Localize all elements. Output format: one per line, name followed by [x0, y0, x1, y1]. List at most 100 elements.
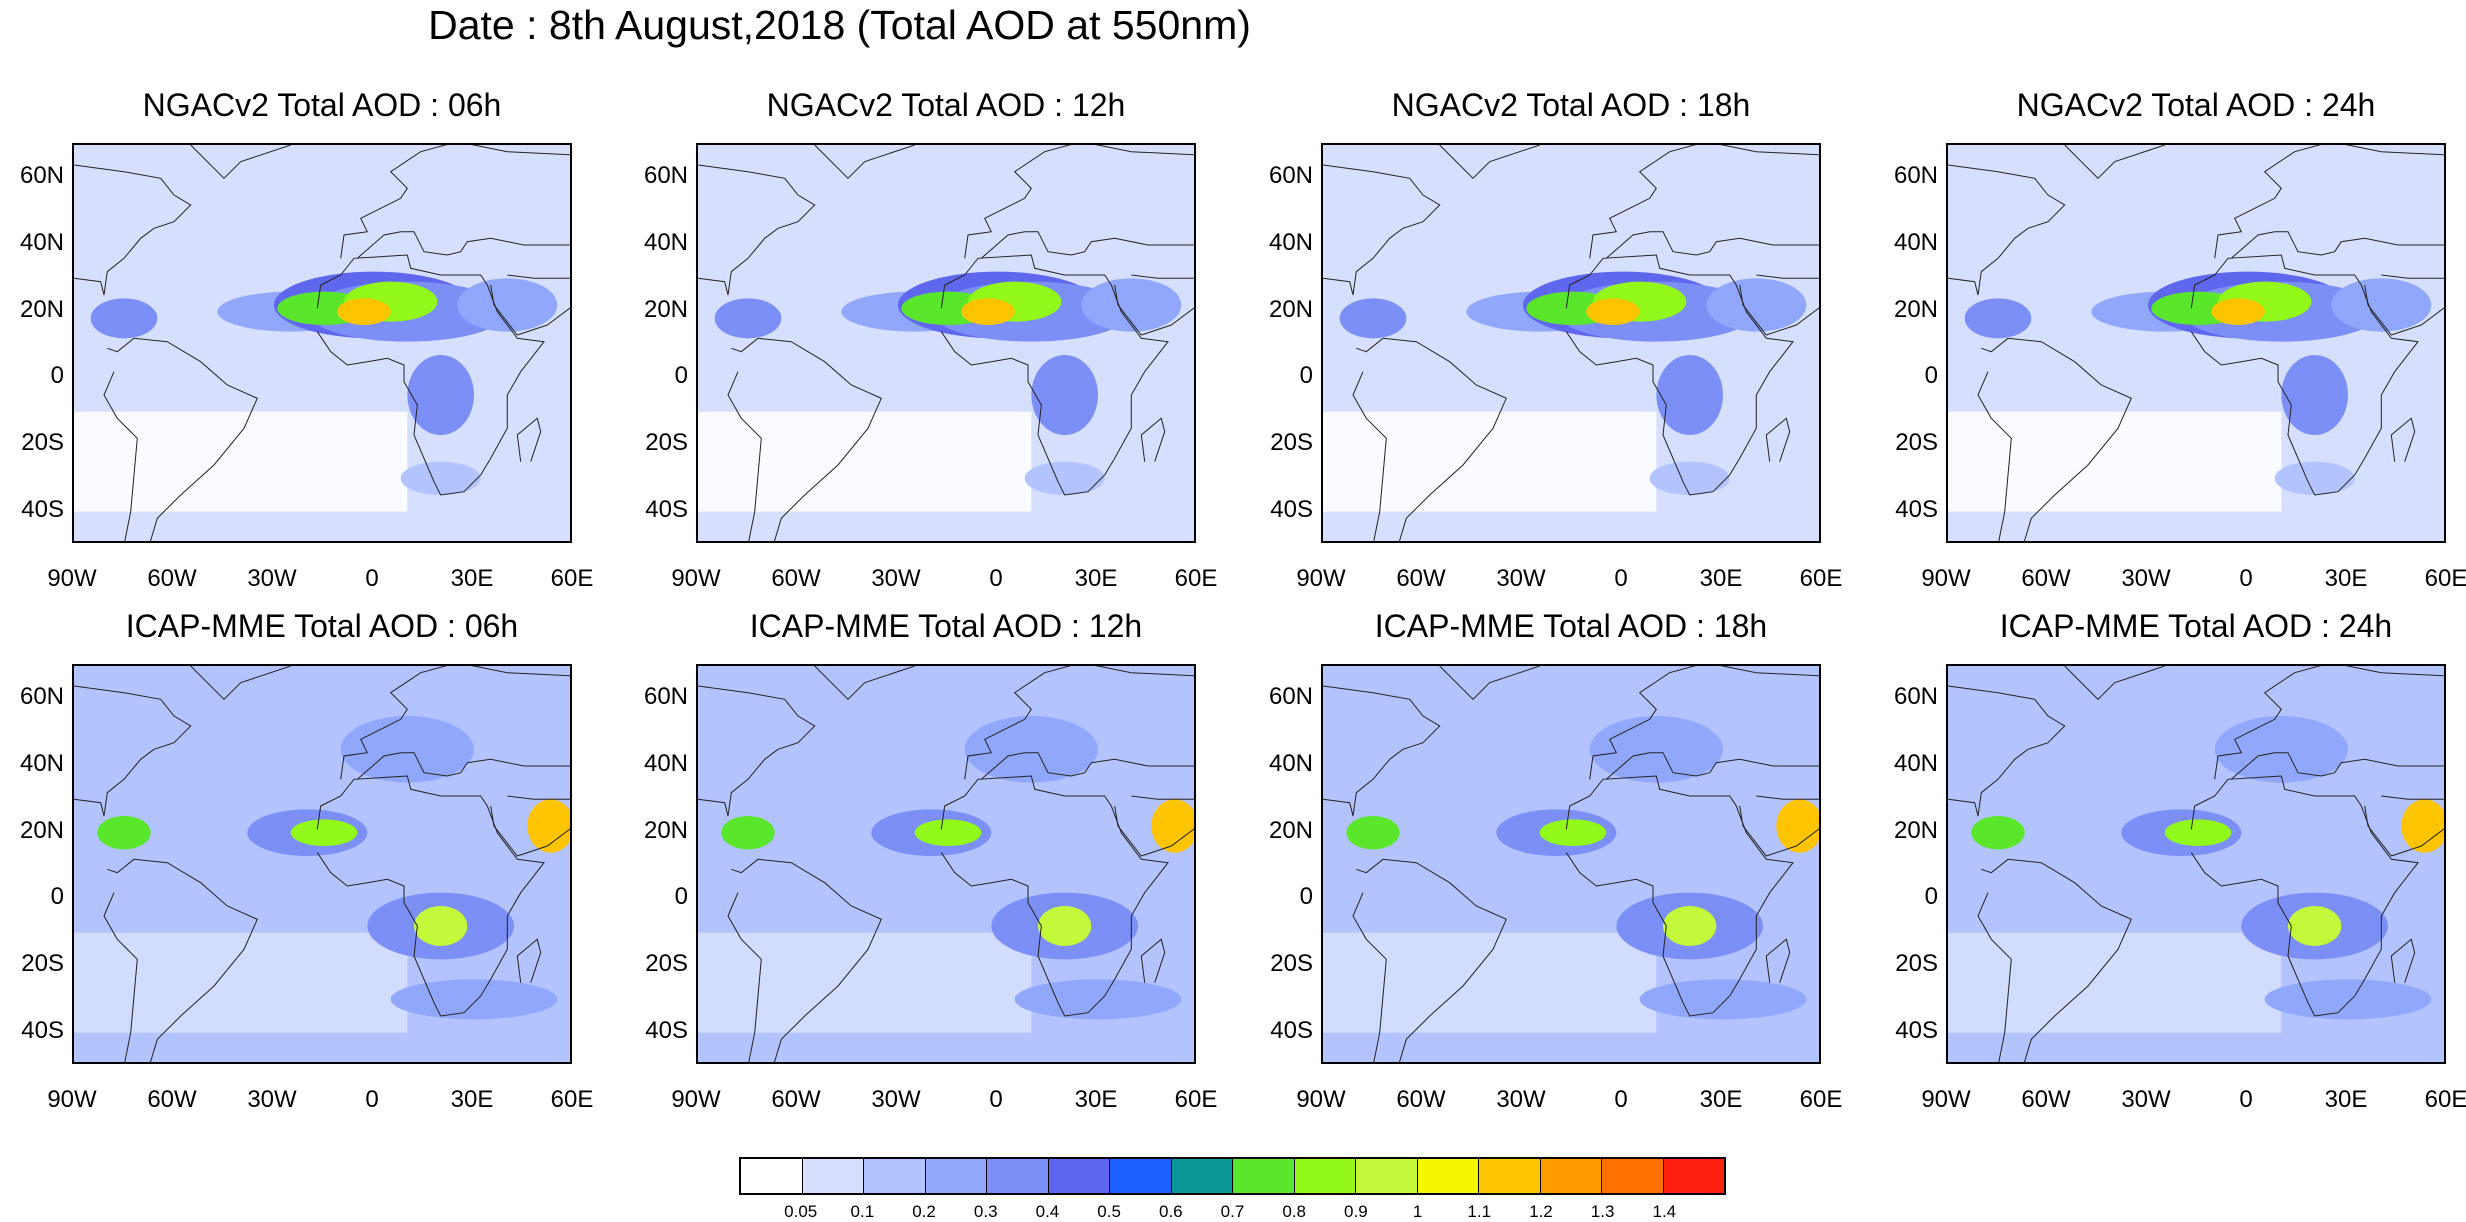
- aod-low-region: [74, 932, 408, 1033]
- coastline: [2214, 666, 2444, 780]
- colorbar-box: [1479, 1159, 1541, 1193]
- longitude-label: 90W: [1296, 565, 1346, 592]
- aod-map: [72, 664, 572, 1064]
- latitude-label: 60N: [1268, 683, 1313, 711]
- aod-low-region: [1323, 411, 1657, 512]
- coastline: [1948, 685, 2066, 817]
- aod-plume: [714, 298, 782, 339]
- longitude-label: 90W: [1921, 565, 1971, 592]
- longitude-label: 60E: [1174, 565, 1218, 592]
- latitude-label: 60N: [643, 162, 688, 190]
- longitude-label: 60E: [550, 565, 594, 592]
- latitude-label: 20N: [1893, 816, 1938, 844]
- longitude-label: 30W: [2121, 565, 2171, 592]
- coastline: [74, 685, 192, 817]
- aod-plume: [1031, 355, 1098, 435]
- longitude-label: 0: [1614, 565, 1628, 592]
- aod-map: [1321, 664, 1821, 1064]
- coastline: [2390, 938, 2416, 983]
- longitude-label: 60E: [1799, 565, 1843, 592]
- aod-plume: [2281, 355, 2348, 435]
- longitude-label: 60E: [2424, 1086, 2466, 1113]
- longitude-label: 30E: [2324, 1086, 2368, 1113]
- longitude-label: 30E: [2324, 565, 2368, 592]
- longitude-label: 60W: [2021, 1086, 2071, 1113]
- aod-plume: [414, 906, 468, 946]
- coastline: [698, 164, 816, 296]
- panel-title: NGACv2 Total AOD : 24h: [2016, 87, 2376, 123]
- colorbar-tick-label: 0.5: [1097, 1202, 1121, 1221]
- longitude-label: 60E: [2424, 565, 2466, 592]
- coastline: [2064, 666, 2165, 701]
- latitude-label: 40S: [1895, 1016, 1938, 1044]
- coastline: [1140, 417, 1166, 462]
- latitude-label: 40N: [1893, 750, 1938, 777]
- longitude-label: 90W: [671, 1086, 721, 1113]
- coastline: [190, 145, 291, 180]
- main-title: Date : 8th August,2018 (Total AOD at 550…: [428, 2, 1251, 48]
- longitude-label: 60W: [771, 1086, 821, 1113]
- coastline: [340, 666, 570, 780]
- panel-title: NGACv2 Total AOD : 18h: [1391, 87, 1751, 123]
- coastline: [1323, 164, 1441, 296]
- aod-low-region: [1948, 932, 2282, 1033]
- coastline: [1739, 274, 1819, 336]
- coastline: [340, 145, 570, 259]
- coastline: [1977, 337, 2132, 541]
- aod-plume: [1663, 906, 1717, 946]
- aod-map: [1321, 143, 1821, 543]
- coastline: [940, 775, 1169, 1017]
- coastline: [2390, 417, 2416, 462]
- coastline: [316, 254, 545, 496]
- colorbar-tick-label: 0.6: [1158, 1202, 1183, 1221]
- latitude-label: 20S: [1270, 429, 1313, 456]
- longitude-label: 30E: [450, 1086, 494, 1113]
- coastline: [1565, 775, 1794, 1017]
- coastline: [2064, 145, 2165, 180]
- panel-title: ICAP-MME Total AOD : 24h: [1999, 608, 2393, 644]
- colorbar-box: [864, 1159, 926, 1193]
- aod-plume: [1971, 816, 2025, 850]
- coastline: [1739, 795, 1819, 857]
- coastline: [1977, 858, 2132, 1062]
- latitude-label: 20N: [19, 816, 64, 844]
- latitude-label: 60N: [1893, 162, 1938, 190]
- latitude-label: 40N: [19, 229, 64, 256]
- aod-plume: [1339, 298, 1407, 339]
- aod-plume: [340, 716, 474, 783]
- latitude-label: 60N: [643, 683, 688, 711]
- aod-plume: [2331, 278, 2432, 332]
- coastline: [1439, 145, 1540, 180]
- longitude-label: 30W: [247, 1086, 297, 1113]
- latitude-label: 40S: [1270, 1016, 1313, 1044]
- latitude-label: 0: [674, 362, 688, 390]
- colorbar-tick-label: 0.9: [1344, 1202, 1368, 1221]
- coastline: [727, 858, 882, 1062]
- colorbar-box: [1417, 1159, 1479, 1193]
- coastline: [1589, 145, 1819, 259]
- aod-plume: [1639, 979, 1807, 1020]
- longitude-label: 30E: [1074, 565, 1118, 592]
- aod-plume: [2288, 906, 2342, 946]
- latitude-label: 20N: [1268, 295, 1313, 323]
- coastline: [940, 254, 1169, 496]
- aod-plume: [407, 355, 474, 435]
- aod-plume: [1706, 278, 1807, 332]
- latitude-label: 40S: [645, 495, 688, 523]
- latitude-label: 40S: [645, 1016, 688, 1044]
- latitude-label: 40S: [21, 1016, 64, 1044]
- latitude-label: 20N: [1893, 295, 1938, 323]
- colorbar-tick-label: 0.4: [1035, 1202, 1060, 1221]
- colorbar-tick-label: 0.2: [912, 1202, 936, 1221]
- aod-plume: [1014, 979, 1182, 1020]
- colorbar-tick-label: 0.05: [784, 1202, 818, 1221]
- aod-plume: [1656, 355, 1723, 435]
- colorbar-box: [987, 1159, 1049, 1193]
- aod-plume: [1081, 278, 1182, 332]
- aod-plume: [1539, 819, 1607, 846]
- colorbar-box: [741, 1159, 803, 1193]
- aod-plume: [390, 979, 558, 1020]
- longitude-label: 30E: [1074, 1086, 1118, 1113]
- coastline: [1352, 337, 1507, 541]
- longitude-label: 30W: [1496, 565, 1546, 592]
